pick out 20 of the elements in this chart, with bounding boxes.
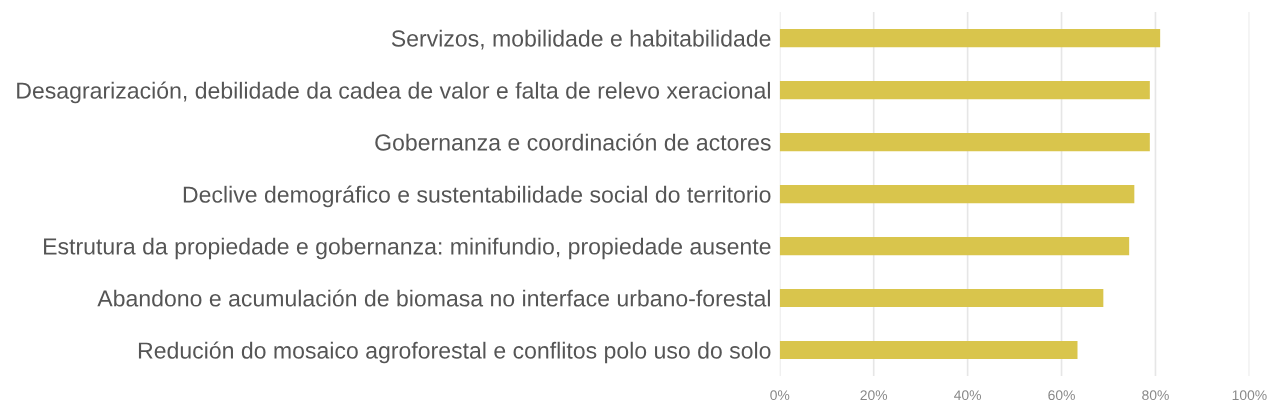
x-tick-label: 100% xyxy=(1232,390,1267,401)
y-tick-label: Estrutura da propiedade e gobernanza: minifundio, propiedade ausente xyxy=(44,237,771,260)
y-tick-label: Desagrarización, debilidade da cadea de valor e falta de relevo xeracional xyxy=(17,81,770,104)
y-tick-label: Gobernanza e coordinación de actores xyxy=(375,133,771,151)
bar xyxy=(779,288,1104,308)
bar xyxy=(779,28,1161,48)
x-tick-label: 80% xyxy=(1142,390,1169,401)
x-tick-label: 40% xyxy=(954,390,982,401)
bar xyxy=(779,340,1078,360)
y-tick-label: Declive demográfico e sustentabilidade social do territorio xyxy=(183,185,771,208)
bar xyxy=(779,184,1135,204)
y-tick-label: Servizos, mobilidade e habitabilidade xyxy=(391,29,771,50)
x-tick-label: 60% xyxy=(1048,390,1075,401)
bar xyxy=(779,236,1130,256)
x-tick-label: 0% xyxy=(770,390,790,401)
x-tick-label: 20% xyxy=(860,390,888,401)
bar xyxy=(779,80,1150,100)
bar xyxy=(779,132,1150,152)
y-tick-label: Abandono e acumulación de biomasa no interface urbano-forestal xyxy=(97,289,770,307)
y-tick-label: Redución do mosaico agroforestal e conflitos polo uso do solo xyxy=(138,341,771,364)
